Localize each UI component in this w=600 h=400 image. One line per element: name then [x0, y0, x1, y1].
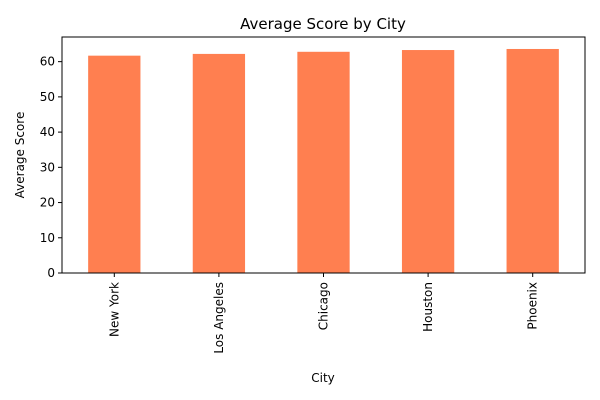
bar-phoenix [506, 48, 559, 273]
x-tick-label: Phoenix [526, 282, 540, 330]
plot-frame [61, 36, 586, 274]
bar-houston [401, 50, 455, 273]
y-tick-label: 50 [40, 90, 55, 104]
x-axis-label: City [311, 371, 335, 385]
bar-new-york [88, 55, 141, 273]
bars-group [88, 48, 559, 273]
y-tick-label: 30 [40, 160, 55, 174]
x-tick-label: Chicago [317, 282, 331, 330]
x-axis-ticks: New York Los Angeles Chicago Houston Phoenix [107, 273, 540, 354]
chart-title: Average Score by City [240, 15, 406, 33]
y-axis-ticks: 0 10 20 30 40 50 60 [40, 55, 62, 280]
x-tick-label: New York [107, 282, 121, 337]
y-tick-label: 10 [40, 231, 55, 245]
x-tick-label: Los Angeles [212, 282, 226, 354]
x-tick-label: Houston [421, 282, 435, 332]
y-axis-label: Average Score [13, 112, 27, 199]
y-tick-label: 60 [40, 55, 55, 69]
bar-los-angeles [192, 53, 246, 273]
y-tick-label: 0 [47, 266, 55, 280]
y-tick-label: 40 [40, 125, 55, 139]
y-tick-label: 20 [40, 196, 55, 210]
bar-chicago [297, 51, 350, 273]
